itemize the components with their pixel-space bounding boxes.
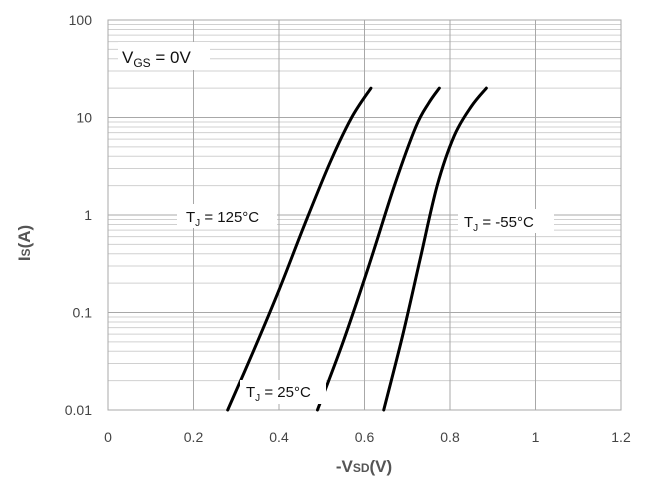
y-tick-label: 1 bbox=[84, 207, 92, 223]
x-tick-label: 0.8 bbox=[440, 429, 460, 445]
x-tick-label: 1 bbox=[532, 429, 540, 445]
label-box-125c bbox=[177, 204, 277, 228]
x-axis-title: -VSD(V) bbox=[336, 457, 392, 476]
series-label-125c: TJ = 125°C bbox=[186, 209, 259, 229]
series-line-2 bbox=[382, 86, 488, 412]
y-tick-label: 10 bbox=[76, 110, 92, 126]
x-tick-label: 0.6 bbox=[355, 429, 375, 445]
x-tick-label: 1.2 bbox=[611, 429, 631, 445]
series-label-25c: TJ = 25°C bbox=[246, 384, 311, 404]
series-label-neg55c: TJ = -55°C bbox=[464, 214, 534, 234]
y-tick-label: 100 bbox=[69, 12, 93, 28]
vgs-annotation: VGS = 0V bbox=[122, 48, 192, 70]
x-tick-label: 0 bbox=[104, 429, 112, 445]
x-tick-label: 0.4 bbox=[269, 429, 289, 445]
y-tick-label: 0.1 bbox=[73, 305, 93, 321]
x-tick-label: 0.2 bbox=[184, 429, 204, 445]
y-axis-title: IS(A) bbox=[15, 225, 34, 261]
plot-frame bbox=[107, 19, 622, 411]
curves bbox=[226, 86, 488, 412]
vgs-annotation-box bbox=[118, 42, 210, 70]
y-tick-label: 0.01 bbox=[65, 402, 92, 418]
series-line-0 bbox=[226, 86, 373, 412]
series-line-1 bbox=[315, 86, 441, 412]
tick-labels: 0 0.2 0.4 0.6 0.8 1 1.2 0.01 0.1 1 10 100 bbox=[65, 12, 631, 445]
label-box-neg55c bbox=[458, 209, 554, 233]
label-box-25c bbox=[240, 380, 326, 404]
